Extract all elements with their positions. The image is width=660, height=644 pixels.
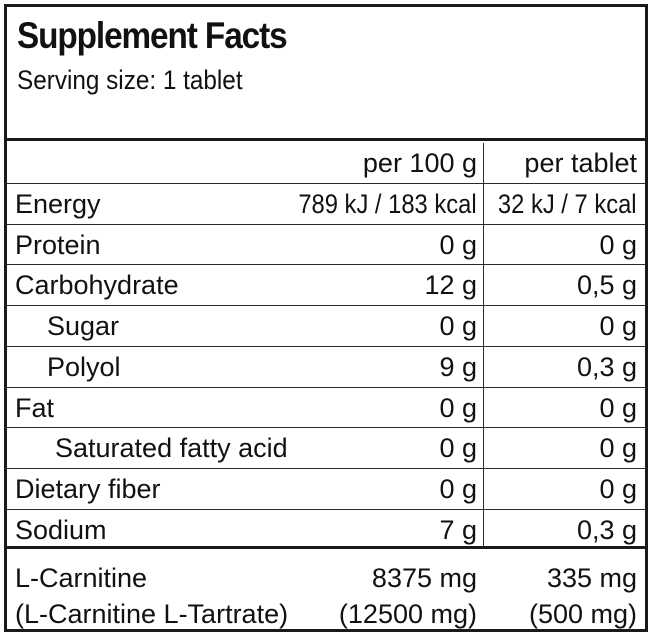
nutrient-label: Sodium	[15, 514, 107, 545]
nutrient-value-per-tablet: 0 g	[599, 433, 637, 464]
nutrient-value-per-100g: 789 kJ / 183 kcal	[298, 189, 477, 219]
row-divider	[7, 305, 645, 307]
nutrient-value-per-tablet: 32 kJ / 7 kcal	[498, 189, 637, 219]
carnitine-row: L-Carnitine 8375 mg 335 mg	[7, 560, 645, 600]
nutrient-value-per-100g: 0 g	[439, 229, 477, 260]
table-row: Sugar 0 g 0 g	[7, 306, 645, 346]
table-row: Dietary fiber 0 g 0 g	[7, 469, 645, 509]
nutrient-value-per-tablet: 0 g	[599, 311, 637, 342]
carnitine-divider	[7, 546, 645, 549]
table-row: Fat 0 g 0 g	[7, 388, 645, 428]
carnitine-label: L-Carnitine	[15, 563, 148, 593]
header-divider	[7, 138, 645, 141]
carnitine-tartrate-per-tablet: (500 mg)	[528, 599, 637, 629]
nutrient-label: Sugar	[47, 311, 120, 342]
table-row: Energy 789 kJ / 183 kcal 32 kJ / 7 kcal	[7, 184, 645, 224]
row-divider	[7, 345, 645, 347]
carnitine-per-100g: 8375 mg	[371, 563, 477, 593]
nutrient-label: Fat	[15, 392, 55, 423]
row-divider	[7, 183, 645, 184]
nutrient-label: Dietary fiber	[15, 473, 161, 504]
nutrient-value-per-tablet: 0 g	[599, 392, 637, 423]
nutrient-value-per-100g: 0 g	[439, 433, 477, 464]
nutrient-label: Polyol	[47, 351, 121, 382]
row-divider	[7, 264, 645, 266]
nutrient-value-per-100g: 0 g	[439, 473, 477, 504]
nutrient-label: Carbohydrate	[15, 270, 179, 301]
row-divider	[7, 223, 645, 225]
serving-size: Serving size: 1 tablet	[17, 65, 243, 95]
nutrient-value-per-100g: 9 g	[439, 351, 477, 382]
nutrient-value-per-100g: 0 g	[439, 311, 477, 342]
column-header-row: per 100 g per tablet	[7, 143, 645, 183]
nutrient-label: Protein	[15, 229, 101, 260]
table-row: Saturated fatty acid 0 g 0 g	[7, 428, 645, 468]
nutrient-value-per-tablet: 0,3 g	[576, 351, 637, 382]
table-row: Sodium 7 g 0,3 g	[7, 510, 645, 550]
nutrient-label: Energy	[15, 189, 101, 219]
table-row: Polyol 9 g 0,3 g	[7, 347, 645, 387]
nutrient-value-per-tablet: 0,3 g	[576, 514, 637, 545]
nutrient-value-per-tablet: 0 g	[599, 229, 637, 260]
row-divider	[7, 386, 645, 388]
nutrient-value-per-tablet: 0 g	[599, 473, 637, 504]
carnitine-per-tablet: 335 mg	[546, 563, 637, 593]
row-divider	[7, 508, 645, 510]
carnitine-tartrate-label: (L-Carnitine L-Tartrate)	[15, 599, 289, 629]
column-divider-1	[483, 143, 484, 546]
nutrient-value-per-100g: 12 g	[424, 270, 477, 301]
nutrient-value-per-100g: 7 g	[439, 514, 477, 545]
carnitine-tartrate-row: (L-Carnitine L-Tartrate) (12500 mg) (500…	[7, 596, 645, 636]
nutrient-value-per-tablet: 0,5 g	[576, 270, 637, 301]
column-header-per-tablet: per tablet	[524, 148, 637, 178]
nutrient-label: Saturated fatty acid	[55, 433, 288, 464]
table-row: Carbohydrate 12 g 0,5 g	[7, 265, 645, 305]
supplement-facts-panel: Supplement Facts Serving size: 1 tablet …	[4, 4, 648, 632]
nutrient-value-per-100g: 0 g	[439, 392, 477, 423]
carnitine-tartrate-per-100g: (12500 mg)	[338, 599, 477, 629]
row-divider	[7, 467, 645, 469]
table-row: Protein 0 g 0 g	[7, 225, 645, 265]
panel-title: Supplement Facts	[17, 15, 288, 56]
column-header-per-100g: per 100 g	[362, 148, 477, 178]
row-divider	[7, 427, 645, 429]
